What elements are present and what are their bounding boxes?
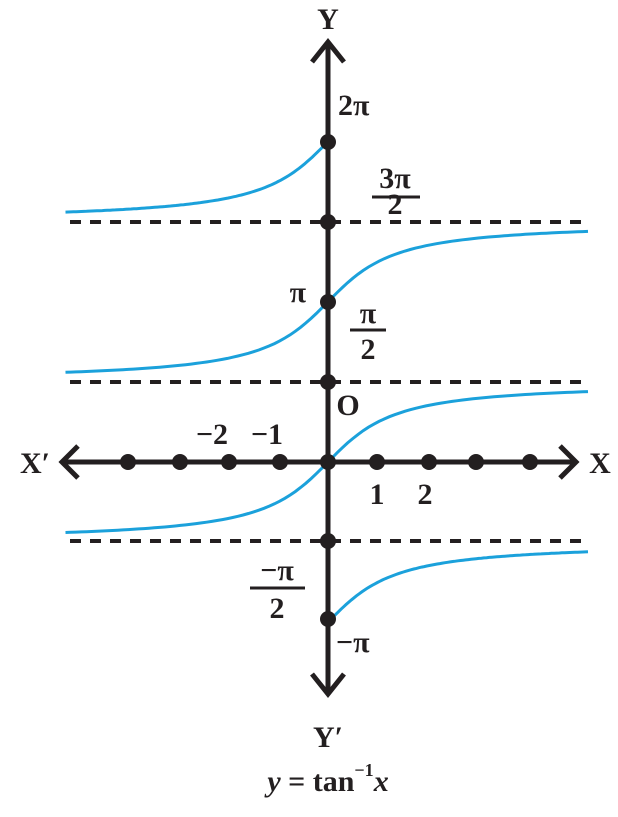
fraction-num: 3π — [379, 162, 411, 195]
tick-label: −1 — [251, 418, 283, 451]
caption-part: = tan — [281, 765, 355, 798]
axis-label: X′ — [20, 447, 50, 480]
axis-label: Y′ — [313, 721, 343, 754]
fraction-den: 2 — [270, 592, 285, 625]
dot — [320, 214, 336, 230]
fraction-den: 2 — [361, 333, 376, 366]
dot — [468, 454, 484, 470]
curve — [65, 140, 330, 214]
axis-label: X — [589, 447, 611, 480]
dot — [320, 533, 336, 549]
arrow — [58, 444, 80, 480]
dot — [320, 611, 336, 627]
tick-label: 1 — [370, 478, 385, 511]
curve — [326, 550, 589, 624]
dots — [120, 134, 538, 627]
axis-label: Y — [317, 3, 339, 36]
arrow — [310, 672, 346, 699]
tick-label: π — [290, 276, 307, 309]
dot — [320, 294, 336, 310]
arrow — [558, 444, 580, 480]
caption-part: x — [373, 765, 389, 798]
dot — [120, 454, 136, 470]
origin-label: O — [336, 389, 359, 422]
tick-label: −π — [336, 626, 370, 659]
tick-label: −2 — [196, 418, 228, 451]
caption-part: y — [264, 765, 281, 798]
dot — [221, 454, 237, 470]
dot — [369, 454, 385, 470]
arrow — [310, 37, 346, 64]
fraction-num: π — [360, 297, 377, 330]
dot — [320, 454, 336, 470]
tick-label: 2π — [338, 89, 370, 122]
caption-part: −1 — [354, 760, 373, 780]
dot — [320, 134, 336, 150]
fraction-den: 2 — [388, 188, 403, 221]
dot — [172, 454, 188, 470]
caption: y = tan−1x — [264, 760, 388, 798]
dot — [421, 454, 437, 470]
tick-label: 2 — [418, 478, 433, 511]
dot — [272, 454, 288, 470]
fraction-num: −π — [260, 554, 294, 587]
dot — [522, 454, 538, 470]
dot — [320, 374, 336, 390]
